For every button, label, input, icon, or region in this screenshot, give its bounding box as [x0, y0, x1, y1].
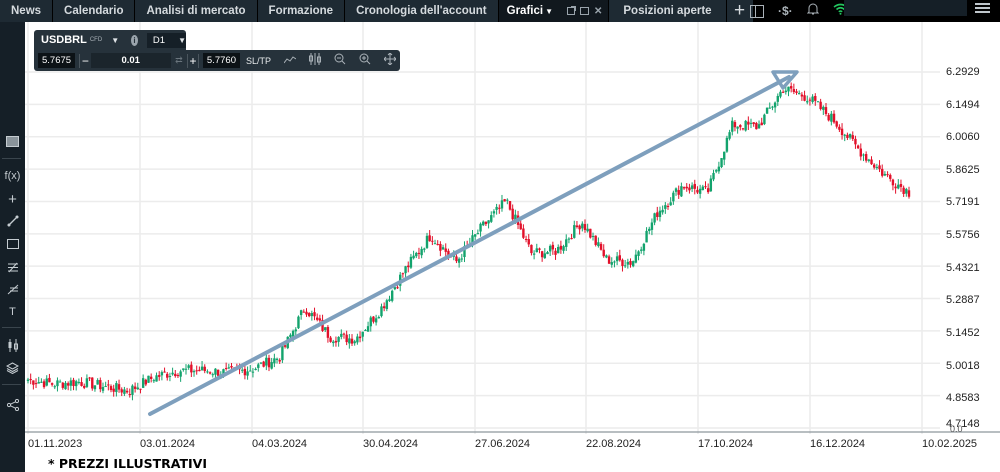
quantity-input[interactable]: 0.01: [90, 53, 171, 68]
trendline-icon[interactable]: [0, 212, 25, 230]
chevron-down-icon: ▼: [178, 35, 186, 45]
tab-calendario[interactable]: Calendario: [53, 0, 136, 22]
toolbar-divider: [2, 327, 21, 328]
y-tick-label: 5.4321: [946, 262, 980, 274]
x-tick-label: 30.04.2024: [363, 438, 419, 450]
y-tick-label: 5.8625: [946, 164, 980, 176]
instrument-type-label: CFD: [89, 37, 103, 43]
chart-type-icon[interactable]: [0, 132, 25, 150]
tab-label: Formazione: [268, 5, 334, 17]
y-tick-label: 4.8583: [946, 392, 980, 404]
close-icon[interactable]: ✕: [593, 5, 603, 17]
chevron-down-icon[interactable]: ▼: [111, 35, 120, 45]
tab-formazione[interactable]: Formazione: [257, 0, 346, 22]
decrease-quantity-button[interactable]: −: [79, 53, 91, 68]
crosshair-icon[interactable]: +: [8, 190, 17, 208]
quantity-value: 0.01: [121, 55, 140, 66]
fx-label: f(x): [4, 170, 21, 182]
buy-price-button[interactable]: 5.7760: [202, 53, 240, 68]
y-tick-label: 5.7191: [946, 196, 980, 208]
toolbar-divider: [2, 158, 21, 159]
x-tick-label: 03.01.2024: [140, 438, 196, 450]
x-tick-label: 22.08.2024: [586, 438, 642, 450]
y-tick-label: 6.0060: [946, 131, 980, 143]
popout-icon[interactable]: [566, 6, 576, 15]
tab-label: Grafici: [506, 5, 544, 17]
increase-quantity-button[interactable]: +: [187, 53, 199, 68]
function-icon[interactable]: f(x): [0, 167, 25, 185]
x-tick-label: 01.11.2023: [28, 438, 83, 450]
layers-icon[interactable]: [0, 359, 25, 377]
line-chart-icon[interactable]: [283, 55, 297, 67]
y-tick-label: 4.7148: [946, 418, 980, 430]
zoom-in-icon[interactable]: [359, 53, 371, 68]
top-navigation-bar: News Calendario Analisi di mercato Forma…: [0, 0, 1000, 22]
tab-label: Calendario: [64, 5, 124, 17]
symbol-label[interactable]: USDBRL: [41, 34, 87, 46]
sell-price-button[interactable]: 5.7675: [38, 53, 76, 68]
top-right-icons: ·$·: [750, 0, 848, 22]
candlestick-chart[interactable]: [25, 22, 1000, 452]
menu-icon[interactable]: [975, 3, 990, 13]
drawing-toolbar: f(x) + T: [0, 22, 25, 472]
tab-posizioni-aperte[interactable]: Posizioni aperte: [608, 0, 726, 22]
wifi-icon: [833, 2, 848, 20]
x-tick-label: 17.10.2024: [698, 438, 754, 450]
rectangle-icon[interactable]: [0, 235, 25, 253]
instrument-selector: USDBRL CFD ▼ i D1 ▼: [34, 30, 186, 50]
tab-label: News: [11, 5, 42, 17]
y-zero-label: 0.0: [950, 424, 963, 434]
bell-icon[interactable]: [806, 2, 819, 21]
y-tick-label: 6.2929: [946, 66, 980, 78]
fibonacci-icon[interactable]: [0, 258, 25, 276]
chevron-down-icon[interactable]: ▼: [545, 6, 553, 16]
toolbar-divider: [2, 384, 21, 385]
dollar-signal-icon[interactable]: ·$·: [778, 4, 793, 18]
timeframe-select[interactable]: D1 ▼: [146, 32, 186, 48]
x-tick-label: 27.06.2024: [475, 438, 531, 450]
y-tick-label: 5.0018: [946, 360, 980, 372]
maximize-icon[interactable]: [579, 7, 589, 15]
tab-cronologia-account[interactable]: Cronologia dell'account: [345, 0, 499, 22]
top-search-field[interactable]: [844, 0, 967, 16]
pitchfork-icon[interactable]: [0, 280, 25, 298]
illustrative-prices-note: * PREZZI ILLUSTRATIVI: [48, 456, 207, 471]
tab-label: Cronologia dell'account: [356, 5, 487, 17]
indicators-icon[interactable]: [309, 53, 321, 68]
text-tool-label: T: [9, 306, 16, 318]
indicators-icon[interactable]: [0, 336, 25, 354]
price-chart[interactable]: 6.2929 6.1494 6.0060 5.8625 5.7191 5.575…: [25, 22, 1000, 452]
zoom-out-icon[interactable]: [334, 53, 346, 68]
layout-panel-icon[interactable]: [750, 4, 764, 18]
tab-grafici[interactable]: Grafici ▼ ✕: [498, 0, 609, 22]
tab-label: Posizioni aperte: [623, 5, 712, 17]
timeframe-label: D1: [152, 34, 166, 46]
y-tick-label: 6.1494: [946, 99, 980, 111]
share-icon[interactable]: [0, 396, 25, 414]
info-icon[interactable]: i: [131, 34, 138, 46]
pan-icon[interactable]: [383, 52, 397, 68]
trade-toolbar: 5.7675 − 0.01 ⇄ + 5.7760 SL/TP: [34, 50, 400, 71]
x-tick-label: 04.03.2024: [252, 438, 308, 450]
tab-news[interactable]: News: [0, 0, 54, 22]
y-tick-label: 5.1452: [946, 327, 980, 339]
x-tick-label: 16.12.2024: [810, 438, 866, 450]
tab-analisi-di-mercato[interactable]: Analisi di mercato: [135, 0, 258, 22]
add-tab-button[interactable]: +: [725, 0, 753, 22]
sltp-button[interactable]: SL/TP: [245, 55, 271, 66]
tab-label: Analisi di mercato: [146, 5, 246, 17]
x-tick-label: 10.02.2025: [922, 438, 978, 450]
y-tick-label: 5.2887: [946, 294, 980, 306]
plus-icon: +: [734, 0, 746, 21]
swap-icon[interactable]: ⇄: [175, 55, 183, 65]
text-icon[interactable]: T: [0, 303, 25, 321]
y-tick-label: 5.5756: [946, 229, 980, 241]
